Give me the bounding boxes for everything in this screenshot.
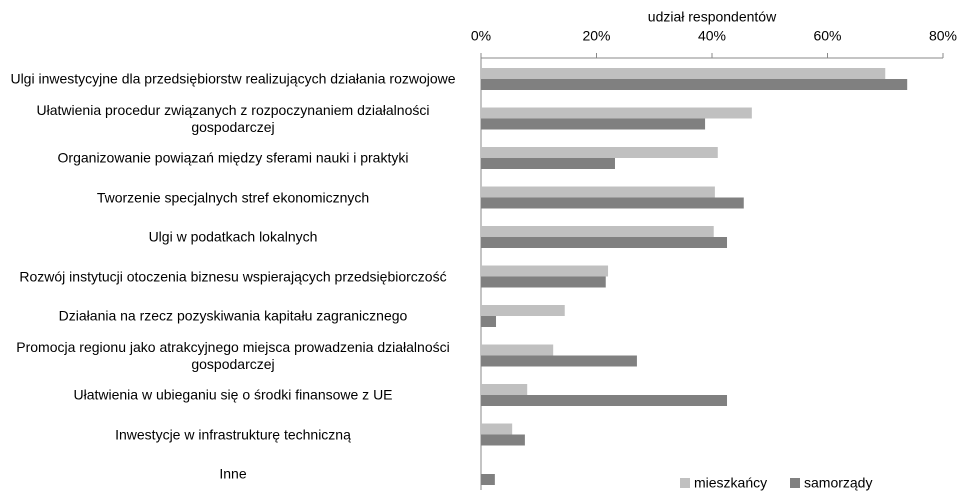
- legend-label: samorządy: [804, 475, 872, 491]
- x-tick-label: 80%: [929, 28, 957, 44]
- x-tick-label: 20%: [582, 28, 610, 44]
- legend-swatch: [790, 478, 800, 488]
- category-label: Inwestycje w infrastrukturę techniczną: [115, 426, 351, 442]
- bar: [481, 68, 886, 79]
- bar: [481, 226, 714, 237]
- bar: [481, 147, 718, 158]
- x-tick-label: 60%: [813, 28, 841, 44]
- bar: [481, 474, 495, 485]
- category-label: Ułatwienia w ubieganiu się o środki fina…: [73, 386, 393, 403]
- category-label: Organizowanie powiązań między sferami na…: [57, 149, 409, 166]
- bar: [481, 276, 606, 288]
- bar: [481, 79, 908, 90]
- bar: [481, 158, 615, 169]
- bar: [481, 423, 513, 435]
- category-label: Tworzenie specjalnych stref ekonomicznyc…: [96, 189, 370, 205]
- category-label: Ulgi w podatkach lokalnych: [148, 228, 318, 245]
- legend-swatch: [680, 478, 690, 488]
- bar: [481, 237, 728, 248]
- category-label: Inne: [219, 465, 247, 482]
- bar: [481, 395, 728, 406]
- bar: [481, 107, 752, 119]
- bar: [481, 344, 554, 356]
- bar: [481, 197, 744, 209]
- category-label: Działania na rzecz pozyskiwania kapitału…: [58, 307, 408, 324]
- x-axis-title: udział respondentów: [648, 9, 777, 25]
- bar: [481, 118, 706, 130]
- x-tick-label: 0%: [471, 28, 491, 44]
- bar: [481, 305, 565, 316]
- category-label: Ulgi inwestycyjne dla przedsiębiorstw re…: [10, 70, 456, 87]
- legend-label: mieszkańcy: [694, 475, 767, 491]
- bar: [481, 265, 609, 277]
- bar: [481, 316, 497, 327]
- bar: [481, 355, 637, 367]
- category-label: Ułatwienia procedur związanych z rozpocz…: [36, 101, 430, 135]
- category-label: Rozwój instytucji otoczenia biznesu wspi…: [19, 268, 447, 284]
- bar: [481, 434, 525, 446]
- bar: [481, 384, 528, 395]
- bar: [481, 186, 715, 198]
- x-tick-label: 40%: [698, 28, 726, 44]
- category-label: Promocja regionu jako atrakcyjnego miejs…: [16, 338, 450, 372]
